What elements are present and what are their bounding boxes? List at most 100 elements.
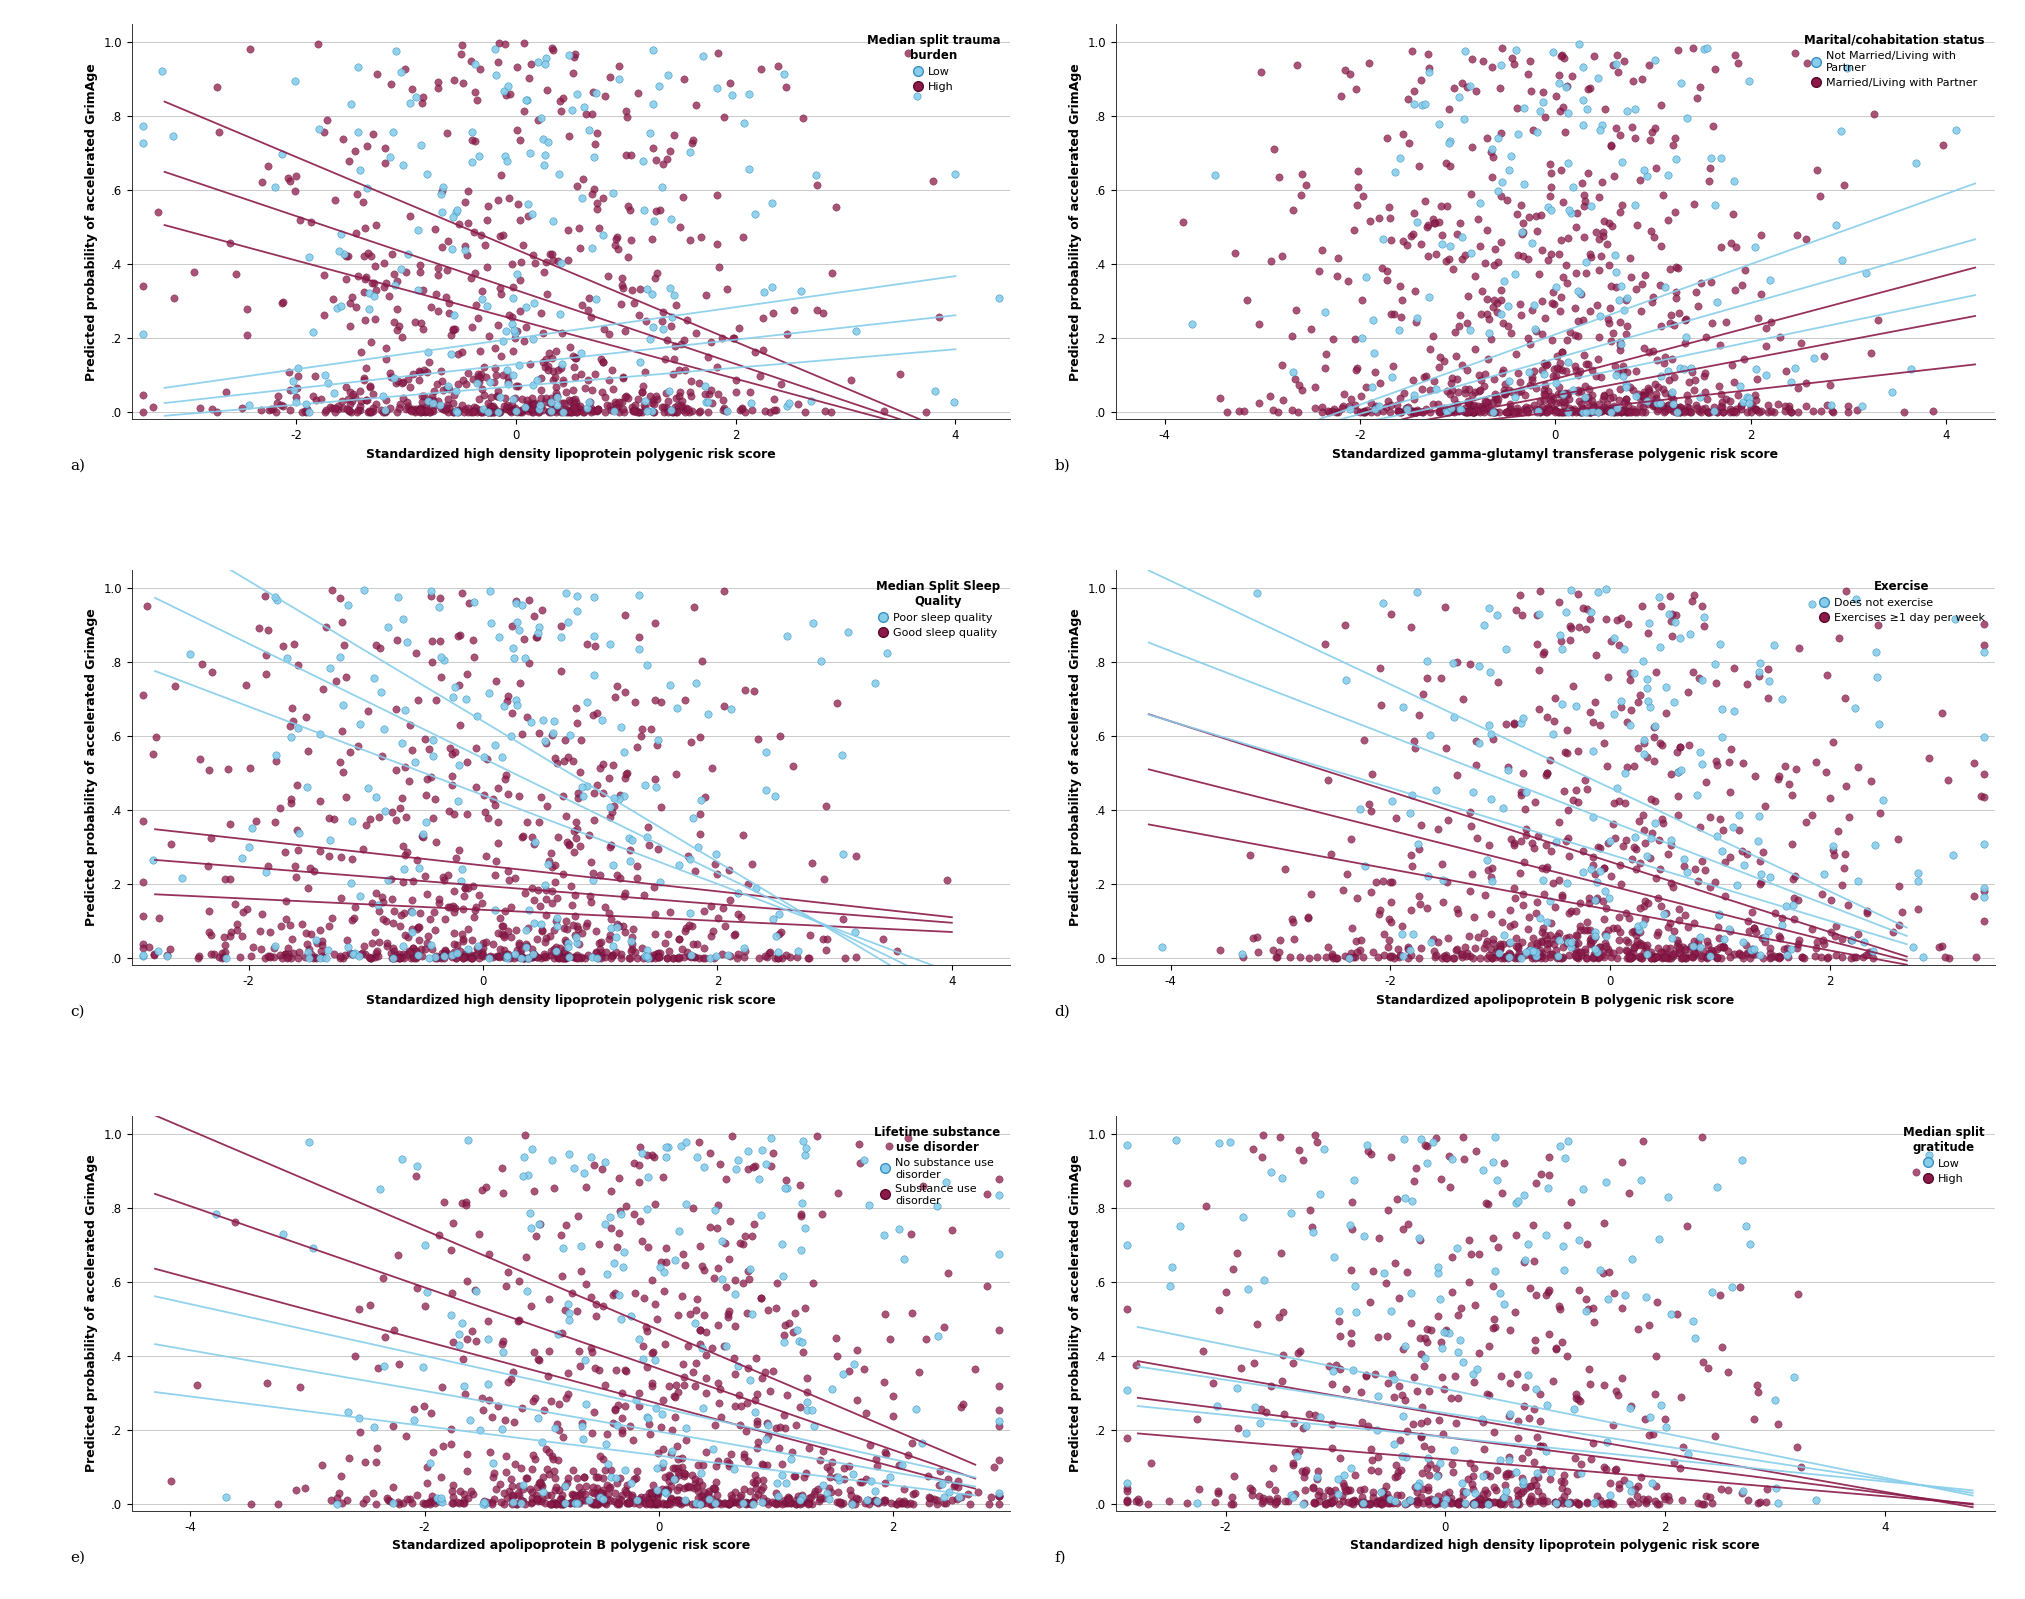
Point [458,590,490,616]
Point [1553,942,1586,967]
Point [640,384,672,409]
Point [415,398,448,424]
Point [369,134,401,160]
Point [547,1490,579,1516]
Point [701,40,733,66]
Point [1654,761,1687,787]
Point [618,1466,650,1492]
Point [1584,392,1616,417]
Point [1436,397,1468,422]
Point [300,945,332,971]
Point [553,1142,585,1167]
Point [1660,934,1693,959]
Point [1636,289,1669,315]
Y-axis label: Predicted probability of accelerated GrimAge: Predicted probability of accelerated Gri… [1069,1154,1081,1473]
Point [443,211,476,237]
Point [543,1391,575,1417]
Point [1555,897,1588,923]
Point [1776,867,1808,892]
Point [739,339,772,365]
Point [1677,932,1709,958]
Point [1602,400,1634,425]
Point [1596,1412,1628,1438]
Point [1567,838,1600,863]
Point [634,326,666,352]
Point [717,1124,749,1150]
Point [765,1461,798,1487]
Point [391,942,423,967]
Point [1330,862,1363,887]
Point [1683,934,1715,959]
Point [1452,398,1484,424]
Point [1474,863,1507,889]
Point [500,590,533,616]
Point [518,1338,551,1364]
Point [415,932,448,958]
Point [389,753,421,779]
Point [577,1479,610,1505]
Point [577,1458,610,1484]
Point [1592,939,1624,964]
Point [1654,397,1687,422]
Point [304,788,336,814]
Point [1444,940,1476,966]
Point [1521,632,1553,657]
Point [502,931,535,956]
Point [620,945,652,971]
Point [377,1490,409,1516]
Point [484,30,516,56]
Point [377,1414,409,1439]
Point [336,942,369,967]
Point [1612,929,1644,955]
Point [502,617,535,643]
Point [1628,740,1660,766]
Point [1964,784,1997,809]
Point [1612,392,1644,417]
Point [666,1241,699,1266]
Point [614,825,646,851]
Point [591,264,624,289]
Point [470,747,502,772]
Point [458,627,490,652]
Point [1371,389,1403,414]
Point [1610,371,1642,397]
Point [1472,1191,1505,1217]
Point [1644,939,1677,964]
Point [838,1485,871,1511]
Point [703,254,735,280]
Point [599,390,632,416]
Point [1859,831,1891,857]
Point [589,939,622,964]
Point [1531,705,1563,731]
Point [733,1156,765,1182]
Point [476,397,508,422]
Point [569,1481,601,1506]
Point [1646,939,1679,964]
Point [693,344,725,369]
Point [583,1358,616,1383]
Point [577,1399,610,1425]
Point [439,945,472,971]
Point [1476,1490,1509,1516]
Point [642,728,674,753]
Point [597,376,630,401]
Point [446,945,478,971]
Point [482,776,514,801]
Point [1701,400,1733,425]
Point [1326,1471,1359,1497]
Point [713,857,745,883]
Point [417,377,450,403]
Point [466,222,498,248]
Point [1547,400,1580,425]
Point [1926,133,1958,158]
Point [597,1410,630,1436]
Point [836,1490,869,1516]
Point [490,1485,522,1511]
Point [1750,361,1782,387]
Point [668,66,701,91]
Point [1859,638,1891,664]
Point [654,1490,686,1516]
Point [1482,179,1515,205]
Point [1553,924,1586,950]
Point [591,1482,624,1508]
